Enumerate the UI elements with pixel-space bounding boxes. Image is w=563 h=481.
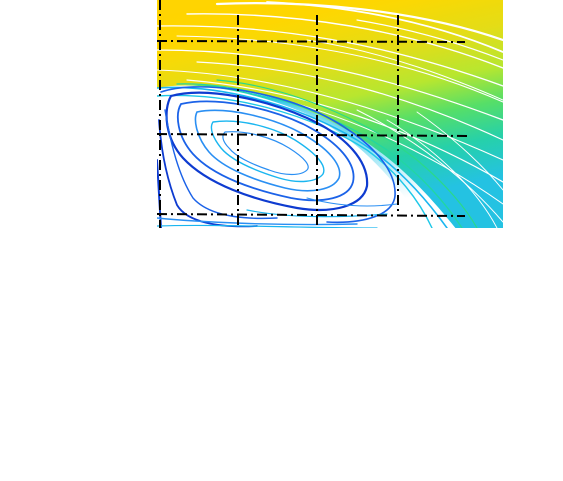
grid-line-horizontal-1 bbox=[157, 40, 466, 43]
shear-streamlines bbox=[157, 79, 478, 228]
vortex-streamlines bbox=[157, 86, 398, 228]
flow-visualization bbox=[157, 0, 503, 228]
grid-line-horizontal-3 bbox=[157, 213, 466, 217]
grid-line-horizontal-2 bbox=[157, 133, 468, 137]
dash-dot-grid bbox=[157, 0, 468, 228]
